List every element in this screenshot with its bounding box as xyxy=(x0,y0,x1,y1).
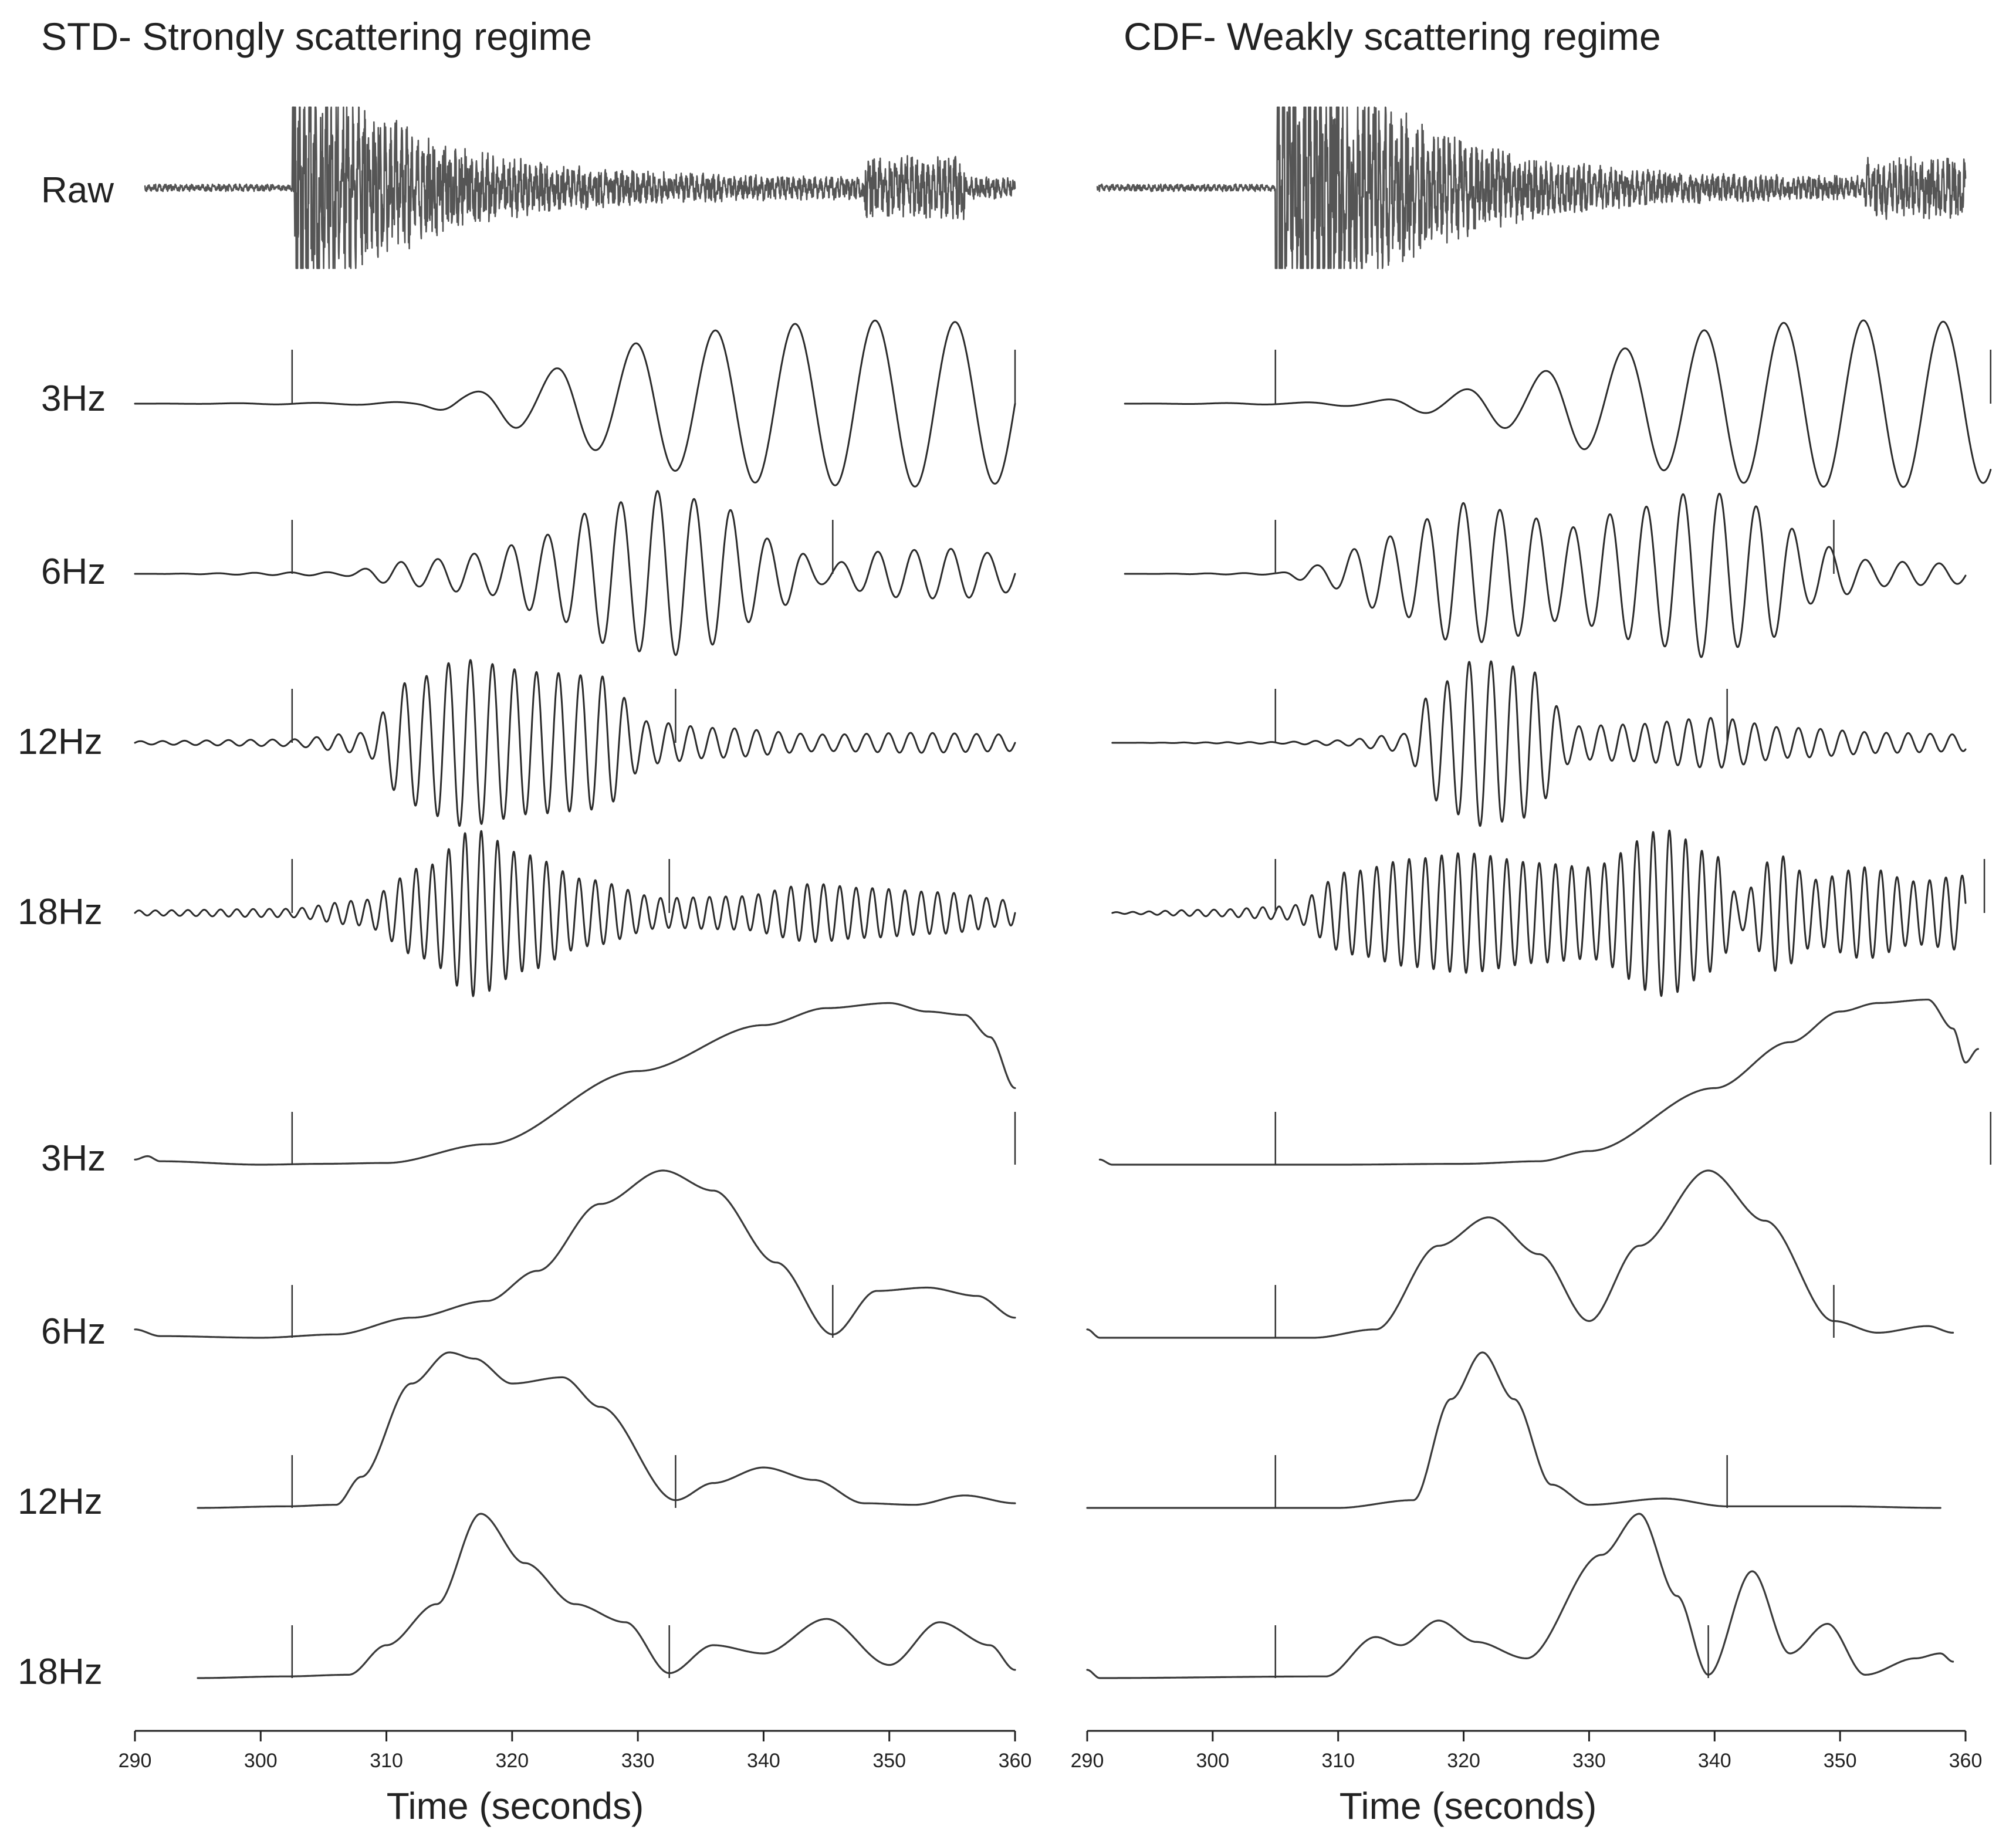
seismogram-trace-12hz xyxy=(1111,660,1967,827)
time-axis-tick-label: 310 xyxy=(1321,1750,1355,1772)
time-axis-tick-label: 290 xyxy=(1071,1750,1104,1772)
right-time-axis: 290 300 310 320 330 340 350 360 xyxy=(1071,1730,1983,1772)
envelope-trace-6hz xyxy=(134,1169,1016,1339)
envelope-trace-6hz xyxy=(1086,1169,1954,1339)
time-axis-tick-label: 300 xyxy=(244,1750,278,1772)
envelope-trace-12hz xyxy=(1086,1351,1941,1509)
time-axis-tick-label: 360 xyxy=(999,1750,1032,1772)
row-label-raw: Raw xyxy=(41,170,114,211)
row-label-seis-18hz: 18Hz xyxy=(18,892,103,932)
time-axis-tick-label: 350 xyxy=(1824,1750,1857,1772)
raw-seismogram-trace xyxy=(1096,106,1967,269)
time-axis-tick-label: 310 xyxy=(370,1750,403,1772)
time-axis-tick-label: 350 xyxy=(872,1750,906,1772)
left-time-axis: 290 300 310 320 330 340 350 360 xyxy=(119,1730,1032,1772)
row-label-env-18hz: 18Hz xyxy=(18,1652,103,1692)
seismogram-trace-6hz xyxy=(1124,492,1967,658)
left-panel-traces xyxy=(134,106,1016,1679)
seismogram-trace-18hz xyxy=(1111,829,1967,997)
raw-seismogram-trace xyxy=(144,106,1016,269)
time-axis-tick-label: 300 xyxy=(1196,1750,1229,1772)
left-panel-title: STD- Strongly scattering regime xyxy=(41,15,592,58)
envelope-trace-18hz xyxy=(197,1513,1016,1679)
row-label-seis-6hz: 6Hz xyxy=(41,552,106,592)
seismogram-trace-6hz xyxy=(134,490,1016,656)
envelope-trace-18hz xyxy=(1086,1513,1954,1679)
row-label-seis-3hz: 3Hz xyxy=(41,378,106,419)
seismogram-trace-18hz xyxy=(134,830,1016,997)
time-axis-tick-label: 340 xyxy=(747,1750,780,1772)
seismogram-trace-12hz xyxy=(134,659,1016,827)
row-label-env-6hz: 6Hz xyxy=(41,1311,106,1352)
envelope-trace-3hz xyxy=(134,1002,1016,1166)
seismogram-trace-3hz xyxy=(134,319,1016,488)
envelope-trace-3hz xyxy=(1098,999,1979,1166)
time-axis-tick-label: 320 xyxy=(1447,1750,1480,1772)
time-axis-tick-label: 360 xyxy=(1949,1750,1983,1772)
envelope-trace-12hz xyxy=(197,1351,1016,1509)
time-axis-tick-label: 290 xyxy=(119,1750,152,1772)
left-x-axis-title: Time (seconds) xyxy=(387,1785,644,1827)
row-label-env-12hz: 12Hz xyxy=(18,1482,103,1522)
row-label-seis-12hz: 12Hz xyxy=(18,722,103,762)
time-axis-tick-label: 330 xyxy=(1572,1750,1606,1772)
right-x-axis-title: Time (seconds) xyxy=(1340,1785,1597,1827)
time-axis-tick-label: 320 xyxy=(495,1750,529,1772)
seismogram-trace-3hz xyxy=(1124,319,1992,488)
right-panel-traces xyxy=(1086,106,1992,1679)
row-label-env-3hz: 3Hz xyxy=(41,1138,106,1179)
time-axis-tick-label: 340 xyxy=(1698,1750,1731,1772)
time-axis-tick-label: 330 xyxy=(621,1750,655,1772)
right-panel-title: CDF- Weakly scattering regime xyxy=(1124,15,1661,58)
